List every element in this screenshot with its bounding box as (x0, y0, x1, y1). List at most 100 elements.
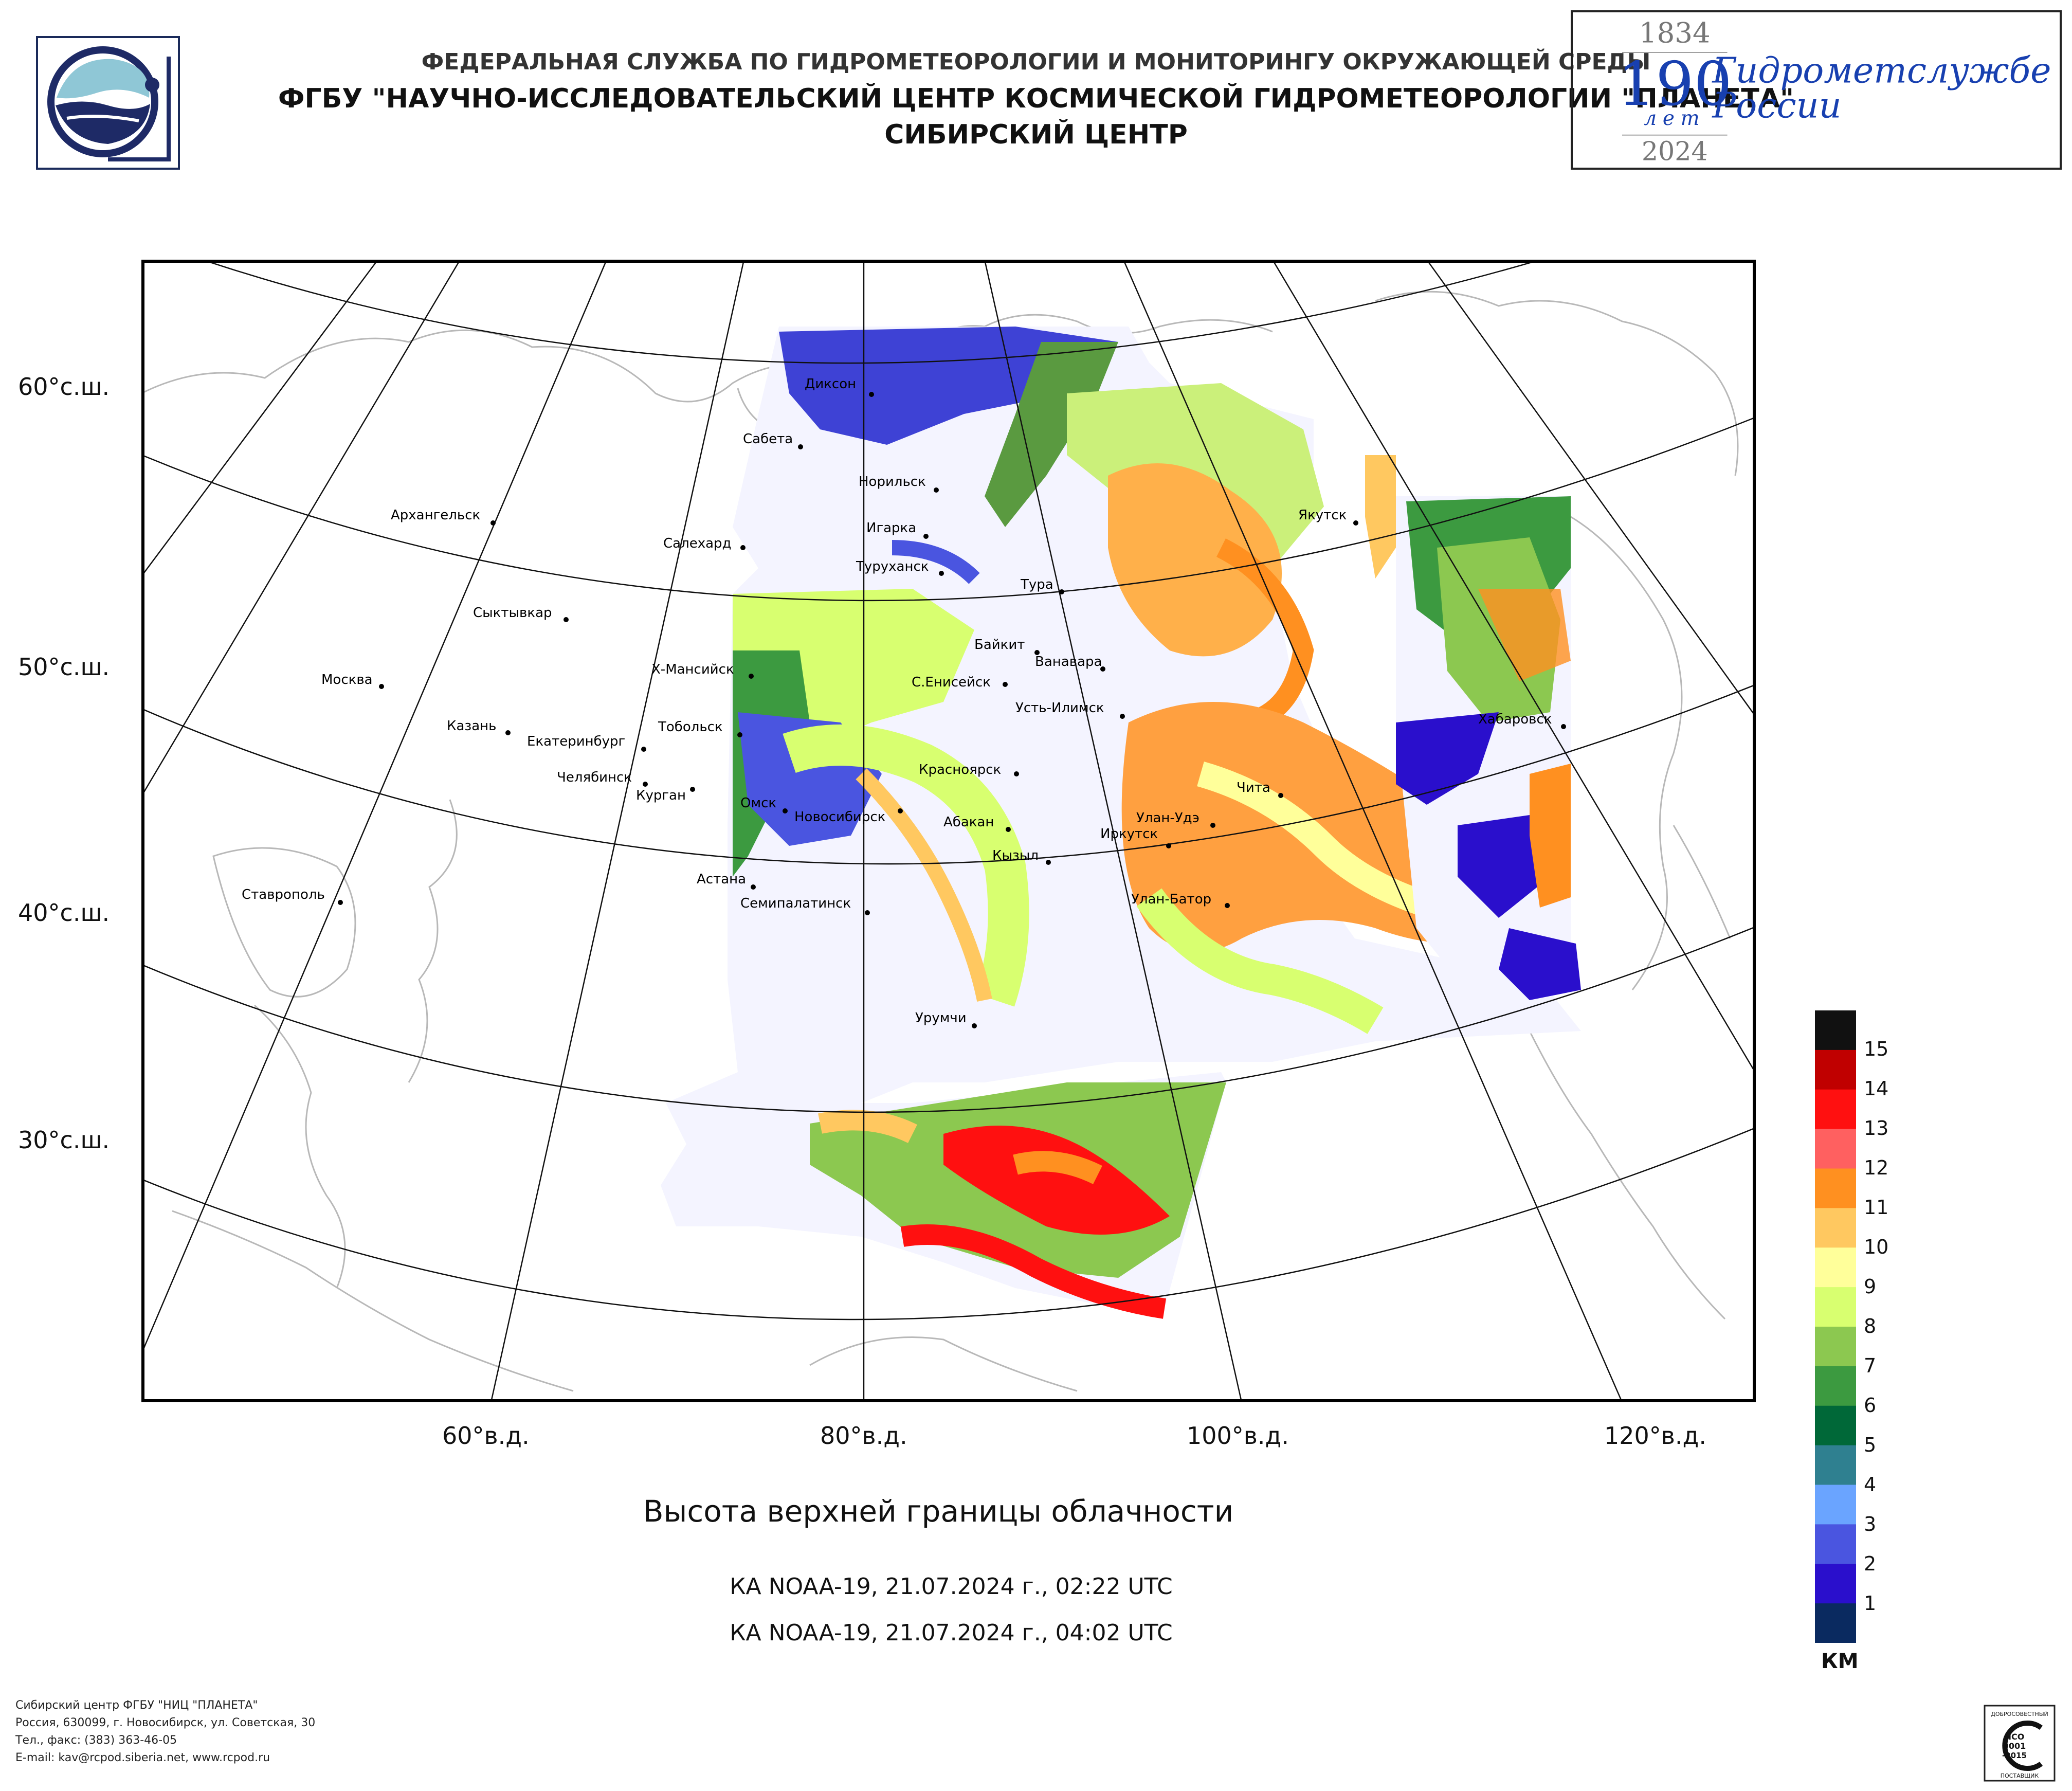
lon-label-120: 120°в.д. (1604, 1422, 1706, 1450)
city-vanavara: Ванавара (1035, 654, 1102, 670)
city-kyzyl: Кызыл (992, 848, 1039, 863)
cert-top-text: ДОБРОСОВЕСТНЫЙ (1991, 1711, 2048, 1717)
legend-swatch-6 (1815, 1247, 1856, 1288)
legend-swatch-1 (1815, 1050, 1856, 1090)
satellite-pass-1: КА NOAA-19, 21.07.2024 г., 02:22 UTC (730, 1573, 1173, 1600)
iso-certificate-badge: ДОБРОСОВЕСТНЫЙ ИСО 9001 -2015 ПОСТАВЩИК (1984, 1705, 2056, 1782)
legend-swatch-2 (1815, 1089, 1856, 1130)
cert-iso-line2: 9001 (2003, 1741, 2026, 1751)
lat-label-30: 30°с.ш. (18, 1126, 110, 1154)
lat-label-40: 40°с.ш. (18, 899, 110, 927)
city-norilsk: Норильск (859, 474, 926, 490)
city-sabeta: Сабета (743, 431, 793, 447)
legend-label-12: 12 (1864, 1156, 1889, 1179)
city-moscow: Москва (321, 672, 373, 688)
map-title: Высота верхней границы облачности (643, 1494, 1234, 1529)
legend-label-15: 15 (1864, 1038, 1889, 1060)
legend-label-8: 8 (1864, 1315, 1877, 1337)
legend-label-7: 7 (1864, 1354, 1877, 1377)
city-markers: Диксон Сабета Норильск Игарка Салехард Т… (242, 376, 1566, 1028)
legend-swatch-5 (1815, 1208, 1856, 1248)
legend-label-2: 2 (1864, 1552, 1877, 1575)
header-agency: ФЕДЕРАЛЬНАЯ СЛУЖБА ПО ГИДРОМЕТЕОРОЛОГИИ … (421, 49, 1651, 75)
footer-address: Россия, 630099, г. Новосибирск, ул. Сове… (15, 1716, 316, 1729)
city-kurgan: Курган (636, 788, 686, 803)
legend-swatch-7 (1815, 1287, 1856, 1327)
legend-swatch-3 (1815, 1129, 1856, 1169)
cloud-top-height-map: Диксон Сабета Норильск Игарка Салехард Т… (141, 260, 1756, 1402)
cert-iso-line3: -2015 (2002, 1751, 2027, 1760)
height-legend (1815, 1010, 1856, 1643)
anniversary-number: 190 (1617, 49, 1732, 119)
cert-bottom-text: ПОСТАВЩИК (2001, 1772, 2039, 1779)
map-frame (141, 260, 1756, 1402)
anniversary-year-end: 2024 (1642, 136, 1708, 166)
lon-label-100: 100°в.д. (1187, 1422, 1289, 1450)
legend-label-14: 14 (1864, 1077, 1889, 1100)
city-tobolsk: Тобольск (658, 719, 723, 735)
footer-phone: Тел., факс: (383) 363-46-05 (15, 1734, 177, 1747)
header-center: СИБИРСКИЙ ЦЕНТР (884, 119, 1188, 150)
anniversary-years-word: лет (1644, 107, 1705, 130)
city-astana: Астана (697, 872, 746, 887)
legend-swatch-8 (1815, 1327, 1856, 1367)
city-yekaterinburg: Екатеринбург (527, 734, 625, 749)
legend-label-11: 11 (1864, 1196, 1889, 1219)
legend-swatch-13 (1815, 1524, 1856, 1564)
city-semipalatinsk: Семипалатинск (740, 896, 851, 911)
footer-org: Сибирский центр ФГБУ "НИЦ "ПЛАНЕТА" (15, 1699, 258, 1712)
legend-unit: КМ (1821, 1650, 1859, 1673)
city-ulaanbaatar: Улан-Батор (1131, 892, 1211, 907)
city-kazan: Казань (447, 718, 496, 734)
city-urumqi: Урумчи (915, 1010, 967, 1026)
lon-label-60: 60°в.д. (442, 1422, 530, 1450)
legend-swatch-0 (1815, 1010, 1856, 1051)
anniversary-badge: 1834 190 лет 2024 Гидрометслужбе России (1571, 10, 2062, 170)
legend-swatch-9 (1815, 1366, 1856, 1406)
anniversary-year-start: 1834 (1639, 16, 1711, 49)
anniversary-text-line1: Гидрометслужбе (1711, 50, 2051, 91)
lon-label-80: 80°в.д. (820, 1422, 907, 1450)
city-khabarovsk: Хабаровск (1478, 712, 1552, 727)
city-ust-ilimsk: Усть-Илимск (1015, 700, 1104, 716)
legend-label-4: 4 (1864, 1473, 1877, 1496)
city-turukhansk: Туруханск (856, 559, 929, 574)
lat-label-50: 50°с.ш. (18, 653, 110, 681)
city-novosibirsk: Новосибирск (794, 809, 885, 825)
cloud-field (661, 327, 1581, 1319)
city-khanty-mansiysk: Х-Мансийск (651, 662, 734, 677)
legend-swatch-11 (1815, 1445, 1856, 1485)
legend-swatch-10 (1815, 1405, 1856, 1446)
city-dikson: Диксон (805, 376, 856, 392)
legend-label-3: 3 (1864, 1513, 1877, 1535)
planeta-logo (36, 36, 180, 170)
city-ulan-ude: Улан-Удэ (1136, 810, 1199, 826)
header-organization: ФГБУ "НАУЧНО-ИССЛЕДОВАТЕЛЬСКИЙ ЦЕНТР КОС… (278, 83, 1794, 114)
city-salekhard: Салехард (663, 536, 732, 551)
city-stavropol: Ставрополь (242, 887, 325, 902)
legend-label-6: 6 (1864, 1394, 1877, 1417)
satellite-pass-2: КА NOAA-19, 21.07.2024 г., 04:02 UTC (730, 1620, 1173, 1646)
cert-iso-line1: ИСО (2005, 1732, 2025, 1742)
lat-label-60: 60°с.ш. (18, 373, 110, 401)
legend-label-1: 1 (1864, 1592, 1877, 1615)
city-arkhangelsk: Архангельск (391, 508, 480, 523)
city-tura: Тура (1020, 577, 1053, 592)
city-chelyabinsk: Челябинск (557, 770, 632, 785)
footer-contacts: Сибирский центр ФГБУ "НИЦ "ПЛАНЕТА" Росс… (15, 1697, 315, 1767)
legend-label-13: 13 (1864, 1117, 1889, 1139)
city-abakan: Абакан (943, 815, 994, 830)
legend-swatch-14 (1815, 1564, 1856, 1604)
anniversary-text-line2: России (1711, 86, 1841, 126)
legend-swatch-4 (1815, 1168, 1856, 1208)
legend-swatch-12 (1815, 1485, 1856, 1525)
legend-label-9: 9 (1864, 1275, 1877, 1298)
city-baykit: Байкит (974, 637, 1025, 653)
legend-label-5: 5 (1864, 1434, 1877, 1456)
city-yeniseysk: С.Енисейск (912, 675, 991, 690)
legend-label-10: 10 (1864, 1236, 1889, 1258)
city-chita: Чита (1237, 780, 1270, 795)
city-yakutsk: Якутск (1298, 508, 1347, 523)
legend-swatch-15 (1815, 1603, 1856, 1643)
footer-email: E-mail: kav@rcpod.siberia.net, www.rcpod… (15, 1751, 270, 1764)
